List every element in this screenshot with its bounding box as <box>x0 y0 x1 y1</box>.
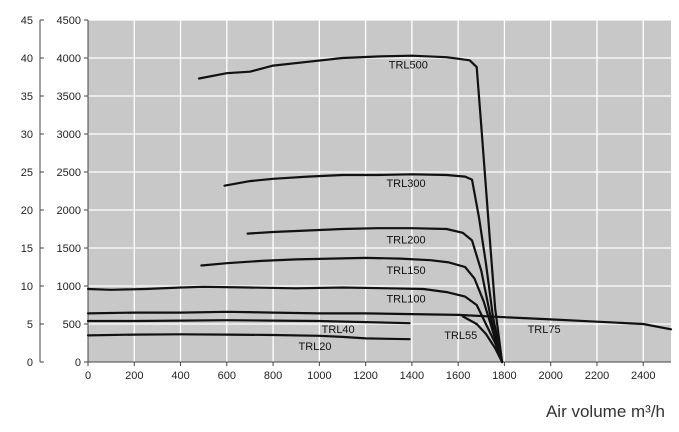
grid-lines <box>88 19 671 362</box>
x-tick-label: 1000 <box>307 370 331 382</box>
series-label-trl300: TRL300 <box>386 178 425 190</box>
y2-tick-label: 0 <box>27 357 33 369</box>
x-tick-label: 2400 <box>631 370 655 382</box>
y-tick-label: 1500 <box>57 243 81 255</box>
y2-tick-label: 10 <box>21 281 33 293</box>
y-tick-label: 500 <box>63 319 81 331</box>
series-line-trl100 <box>86 285 504 364</box>
series-line-trl200 <box>246 227 504 364</box>
series-line-trl75 <box>86 310 673 331</box>
y2-tick-label: 5 <box>27 319 33 331</box>
series-label-trl100: TRL100 <box>386 294 425 306</box>
y-tick-label: 4000 <box>57 53 81 65</box>
series-line-trl150 <box>200 256 504 364</box>
x-tick-label: 1200 <box>353 370 377 382</box>
x-tick-label: 0 <box>85 370 91 382</box>
plot-area <box>88 20 671 362</box>
y-tick-label: 1000 <box>57 281 81 293</box>
x-tick-label: 400 <box>171 370 189 382</box>
x-tick-label: 1400 <box>400 370 424 382</box>
series-label-trl55: TRL55 <box>444 330 477 342</box>
y2-tick-label: 40 <box>21 53 33 65</box>
y2-tick-label: 35 <box>21 91 33 103</box>
x-tick-label: 800 <box>264 370 282 382</box>
x-tick-label: 1600 <box>446 370 470 382</box>
y-tick-label: 2500 <box>57 167 81 179</box>
series-line-trl500 <box>197 54 504 364</box>
series-label-trl40: TRL40 <box>322 324 355 336</box>
y2-tick-label: 20 <box>21 205 33 217</box>
series-label-trl20: TRL20 <box>299 341 332 353</box>
curve-labels: TRL500 TRL300 TRL200 TRL150 TRL100 TRL75 TRL55… <box>299 60 561 353</box>
y-tick-label: 3500 <box>57 91 81 103</box>
y-tick-label: 4500 <box>57 15 81 27</box>
y-tick-label: 2000 <box>57 205 81 217</box>
y2-tick-label: 30 <box>21 129 33 141</box>
x-tick-label: 1800 <box>492 370 516 382</box>
x-axis-label: Air volume m³/h <box>545 402 665 421</box>
y2-tick-label: 15 <box>21 243 33 255</box>
series-line-trl20 <box>86 333 411 341</box>
series-line-trl300 <box>223 173 504 364</box>
series-label-trl75: TRL75 <box>528 324 561 336</box>
axes <box>39 19 671 366</box>
series-line-trl55 <box>461 315 504 364</box>
series-label-trl150: TRL150 <box>386 265 425 277</box>
y-tick-label: 0 <box>75 357 81 369</box>
x-tick-label: 2000 <box>538 370 562 382</box>
x-tick-label: 2200 <box>585 370 609 382</box>
y-tick-label: 3000 <box>57 129 81 141</box>
series-line-trl40 <box>86 319 411 325</box>
x-tick-label: 200 <box>125 370 143 382</box>
series-label-trl500: TRL500 <box>389 60 428 72</box>
tick-labels: 0 200 400 600 800 1000 1200 1400 1600 1800 2000 220… <box>21 15 656 382</box>
x-tick-label: 600 <box>218 370 236 382</box>
series-label-trl200: TRL200 <box>386 234 425 246</box>
y2-tick-label: 25 <box>21 167 33 179</box>
series-curves <box>86 54 673 364</box>
y2-tick-label: 45 <box>21 15 33 27</box>
